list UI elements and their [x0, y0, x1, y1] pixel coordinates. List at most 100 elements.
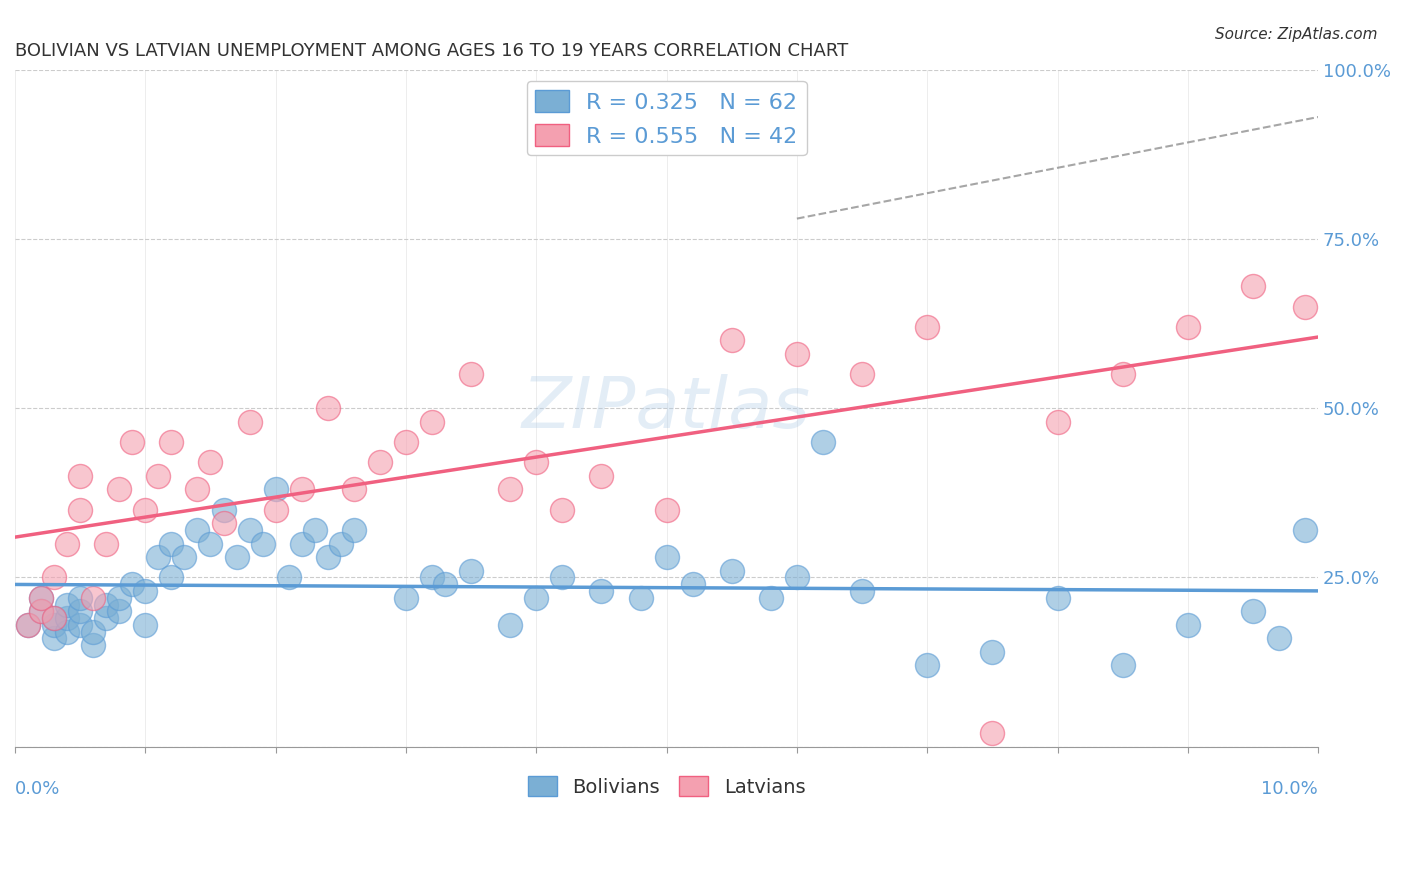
Point [212, 516, 235, 531]
Point [551, 502, 574, 516]
Point [591, 468, 613, 483]
Point [786, 347, 808, 361]
Point [30, 604, 52, 618]
Point [69, 468, 91, 483]
Point [1046, 415, 1069, 429]
Point [134, 617, 156, 632]
Point [264, 483, 287, 497]
Point [96, 611, 118, 625]
Point [69, 617, 91, 632]
Point [460, 564, 482, 578]
Point [69, 591, 91, 605]
Point [395, 591, 418, 605]
Point [1268, 632, 1291, 646]
Point [786, 570, 808, 584]
Text: 10.0%: 10.0% [1261, 780, 1319, 798]
Point [238, 523, 262, 537]
Point [238, 415, 262, 429]
Point [108, 604, 131, 618]
Text: 0.0%: 0.0% [15, 780, 60, 798]
Legend: Bolivians, Latvians: Bolivians, Latvians [520, 769, 814, 805]
Point [811, 435, 834, 450]
Point [1111, 368, 1133, 382]
Point [981, 726, 1004, 740]
Point [1046, 591, 1069, 605]
Point [1177, 320, 1199, 334]
Text: ZIPatlas: ZIPatlas [522, 374, 811, 442]
Point [160, 536, 183, 550]
Point [1241, 279, 1264, 293]
Point [186, 483, 208, 497]
Point [551, 570, 574, 584]
Point [851, 368, 873, 382]
Point [329, 536, 352, 550]
Point [56, 598, 79, 612]
Point [252, 536, 274, 550]
Point [42, 611, 65, 625]
Point [264, 502, 287, 516]
Point [56, 536, 79, 550]
Point [56, 624, 79, 639]
Point [1241, 604, 1264, 618]
Point [759, 591, 782, 605]
Text: BOLIVIAN VS LATVIAN UNEMPLOYMENT AMONG AGES 16 TO 19 YEARS CORRELATION CHART: BOLIVIAN VS LATVIAN UNEMPLOYMENT AMONG A… [15, 42, 848, 60]
Point [316, 401, 339, 416]
Point [1294, 523, 1316, 537]
Point [121, 435, 143, 450]
Point [108, 591, 131, 605]
Point [343, 523, 366, 537]
Point [368, 455, 391, 469]
Point [42, 632, 65, 646]
Point [30, 591, 52, 605]
Point [82, 638, 104, 652]
Point [277, 570, 299, 584]
Point [225, 550, 247, 565]
Point [304, 523, 326, 537]
Point [148, 550, 170, 565]
Point [134, 584, 156, 599]
Point [434, 577, 457, 591]
Point [121, 577, 143, 591]
Point [981, 645, 1004, 659]
Point [173, 550, 195, 565]
Point [499, 617, 522, 632]
Point [915, 320, 938, 334]
Point [395, 435, 418, 450]
Point [96, 598, 118, 612]
Point [460, 368, 482, 382]
Point [420, 415, 443, 429]
Point [160, 435, 183, 450]
Point [96, 536, 118, 550]
Text: Source: ZipAtlas.com: Source: ZipAtlas.com [1215, 27, 1378, 42]
Point [630, 591, 652, 605]
Point [655, 550, 678, 565]
Point [291, 483, 314, 497]
Point [82, 624, 104, 639]
Point [720, 334, 742, 348]
Point [682, 577, 704, 591]
Point [343, 483, 366, 497]
Point [30, 604, 52, 618]
Point [212, 502, 235, 516]
Point [17, 617, 39, 632]
Point [200, 455, 222, 469]
Point [655, 502, 678, 516]
Point [200, 536, 222, 550]
Point [1294, 300, 1316, 314]
Point [108, 483, 131, 497]
Point [56, 611, 79, 625]
Point [186, 523, 208, 537]
Point [160, 570, 183, 584]
Point [851, 584, 873, 599]
Point [69, 502, 91, 516]
Point [69, 604, 91, 618]
Point [915, 658, 938, 673]
Point [30, 591, 52, 605]
Point [420, 570, 443, 584]
Point [82, 591, 104, 605]
Point [291, 536, 314, 550]
Point [524, 591, 547, 605]
Point [42, 570, 65, 584]
Point [316, 550, 339, 565]
Point [134, 502, 156, 516]
